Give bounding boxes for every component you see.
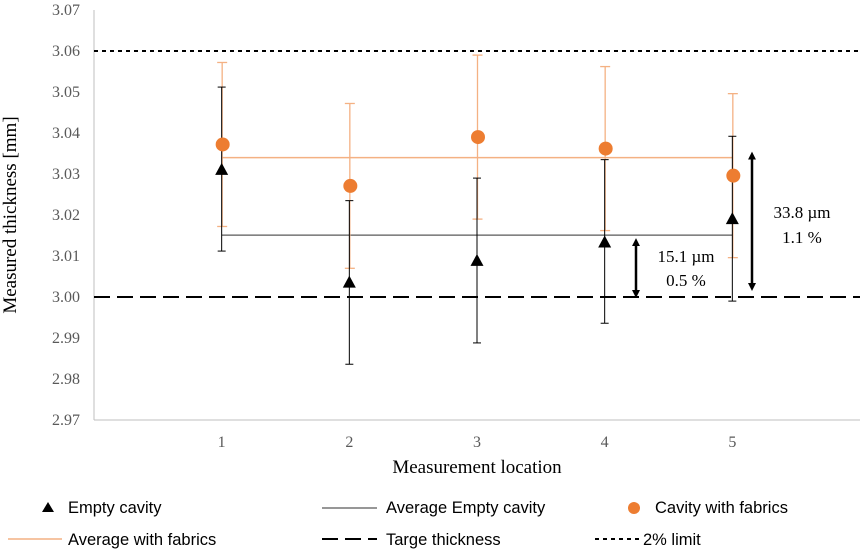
y-tick-label: 3.03 — [52, 166, 80, 183]
point-cavity-with-fabrics — [471, 130, 485, 145]
x-tick-labels: 1 2 3 4 5 — [218, 434, 737, 451]
y-tick-label: 2.98 — [52, 371, 80, 388]
annotation-empty-gap: 15.1 µm 0.5 % — [632, 238, 715, 298]
point-empty-cavity — [215, 162, 229, 175]
legend-label: Average Empty cavity — [386, 499, 546, 517]
y-tick-label: 3.01 — [52, 248, 80, 265]
annotation-fabric-pct: 1.1 % — [782, 228, 822, 247]
y-tick-labels: 2.97 2.98 2.99 3.00 3.01 3.02 3.03 3.04 3.05 3.06… — [52, 2, 80, 429]
point-empty-cavity — [725, 212, 739, 225]
annotation-empty-um: 15.1 µm — [657, 247, 714, 266]
x-tick-label: 5 — [728, 434, 736, 451]
point-cavity-with-fabrics — [215, 137, 230, 152]
legend-item-average-fabrics: Average with fabrics — [8, 531, 216, 549]
point-cavity-with-fabrics — [343, 178, 358, 193]
y-tick-label: 3.02 — [52, 207, 80, 224]
point-empty-cavity — [598, 235, 612, 248]
x-axis-title: Measurement location — [392, 457, 562, 478]
point-empty-cavity — [342, 275, 356, 288]
x-tick-label: 2 — [345, 434, 353, 451]
x-tick-label: 4 — [601, 434, 609, 451]
legend-item-average-empty: Average Empty cavity — [322, 499, 546, 517]
point-empty-cavity — [470, 253, 484, 266]
legend-triangle-icon — [42, 502, 54, 512]
y-tick-label: 2.97 — [52, 412, 80, 429]
point-cavity-with-fabrics — [726, 168, 741, 183]
y-tick-label: 3.06 — [52, 43, 80, 60]
legend-item-target: Targe thickness — [322, 531, 501, 549]
legend: Empty cavity Average Empty cavity Cavity… — [8, 499, 788, 549]
y-tick-label: 3.07 — [52, 2, 80, 19]
legend-item-cavity-fabrics: Cavity with fabrics — [628, 499, 788, 517]
legend-label: Average with fabrics — [68, 531, 216, 549]
legend-label: Targe thickness — [386, 531, 501, 549]
annotation-fabric-um: 33.8 µm — [773, 203, 830, 222]
annotation-fabric-gap: 33.8 µm 1.1 % — [748, 151, 831, 291]
y-axis-title: Measured thickness [mm] — [0, 116, 21, 313]
y-tick-label: 3.04 — [52, 125, 80, 142]
y-tick-label: 3.00 — [52, 289, 80, 306]
x-tick-label: 3 — [473, 434, 481, 451]
legend-item-2pct-limit: 2% limit — [595, 531, 701, 549]
data-points — [215, 130, 741, 288]
y-tick-label: 2.99 — [52, 330, 80, 347]
annotation-empty-pct: 0.5 % — [666, 271, 706, 290]
legend-label: Cavity with fabrics — [655, 499, 788, 517]
legend-label: 2% limit — [643, 531, 701, 549]
y-tick-label: 3.05 — [52, 84, 80, 101]
legend-label: Empty cavity — [68, 499, 162, 517]
legend-circle-icon — [628, 502, 640, 514]
x-tick-label: 1 — [218, 434, 226, 451]
error-bars — [217, 54, 738, 365]
legend-item-empty-cavity: Empty cavity — [42, 499, 162, 517]
point-cavity-with-fabrics — [598, 141, 613, 156]
